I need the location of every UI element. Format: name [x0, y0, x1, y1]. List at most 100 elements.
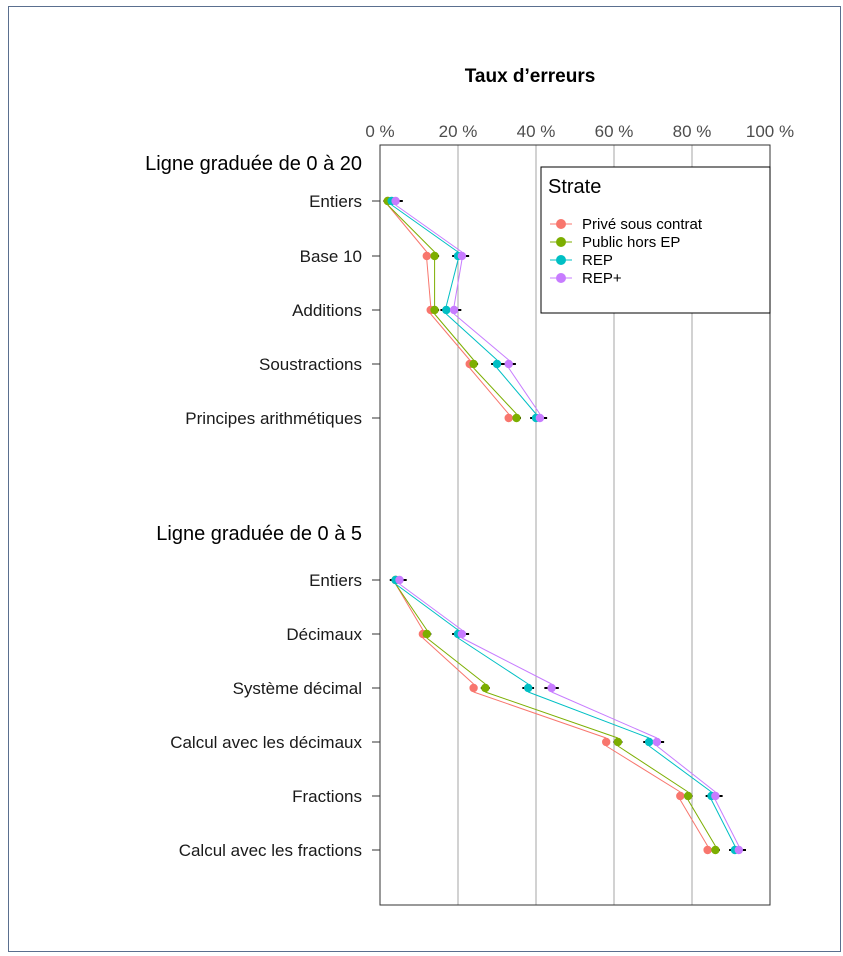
row-label: Calcul avec les décimaux — [170, 733, 362, 752]
data-point — [481, 683, 490, 693]
x-tick-label: 100 % — [746, 122, 794, 141]
data-point — [504, 413, 513, 423]
connector-line — [422, 637, 474, 685]
connector-line — [395, 583, 459, 631]
connector-line — [473, 367, 517, 415]
connector-line — [714, 799, 740, 847]
legend-key-dot — [556, 237, 566, 247]
connector-line — [551, 691, 658, 739]
legend-title: Strate — [548, 176, 601, 198]
x-tick-labels: 0 % 20 % 40 % 60 % 80 % 100 % — [365, 122, 794, 141]
data-point — [422, 251, 431, 261]
connector-line — [395, 583, 428, 631]
row-label: Système décimal — [233, 679, 362, 698]
data-point — [391, 196, 400, 206]
x-tick-label: 40 % — [517, 122, 556, 141]
connector-line — [387, 204, 435, 253]
connector-line — [434, 313, 474, 361]
row-label: Décimaux — [286, 625, 362, 644]
data-point — [430, 305, 439, 315]
connector-line — [485, 691, 619, 739]
legend-key-dot — [556, 255, 566, 265]
plot-panel — [379, 144, 771, 906]
data-point — [683, 791, 693, 801]
connector-line — [461, 637, 552, 685]
chart-title: Taux d’erreurs — [465, 66, 596, 87]
section-title: Ligne graduée de 0 à 5 — [156, 523, 362, 545]
connector-line — [605, 745, 681, 793]
connector-line — [687, 799, 716, 847]
legend-box — [540, 166, 771, 314]
connector-line — [391, 204, 459, 253]
connector-line — [445, 259, 459, 307]
data-point — [422, 629, 431, 639]
series-connectors — [387, 204, 740, 847]
connector-line — [469, 367, 510, 415]
x-tick-label: 20 % — [439, 122, 478, 141]
legend-entry: REP+ — [582, 270, 622, 287]
legend-key-dot — [556, 273, 566, 283]
data-point — [457, 251, 467, 261]
data-point — [652, 737, 662, 747]
connector-line — [473, 691, 607, 739]
data-point — [547, 683, 556, 693]
data-point — [703, 845, 712, 855]
data-point — [457, 629, 467, 639]
legend-entry: REP — [582, 252, 613, 269]
data-point — [535, 413, 545, 423]
connector-line — [656, 745, 716, 793]
x-tick-label: 60 % — [595, 122, 634, 141]
row-label: Calcul avec les fractions — [179, 841, 362, 860]
data-point — [492, 359, 502, 369]
connector-line — [617, 745, 689, 793]
connector-line — [457, 637, 529, 685]
figure-frame — [8, 6, 841, 952]
row-label: Fractions — [292, 787, 362, 806]
legend-key-dot — [556, 219, 566, 229]
connector-line — [426, 259, 432, 307]
data-point — [469, 683, 478, 693]
data-point — [524, 683, 533, 693]
data-point — [512, 413, 521, 423]
connector-line — [496, 367, 537, 415]
data-point — [449, 305, 459, 315]
data-point — [442, 305, 451, 315]
row-label: Principes arithmétiques — [185, 409, 362, 428]
data-point — [613, 737, 623, 747]
connector-line — [445, 313, 498, 361]
x-tick-label: 0 % — [365, 122, 394, 141]
row-label: Entiers — [309, 192, 362, 211]
data-point — [676, 791, 685, 801]
connector-line — [711, 799, 736, 847]
connector-line — [528, 691, 650, 739]
connector-line — [426, 637, 486, 685]
data-point — [602, 737, 611, 747]
data-point — [734, 845, 743, 855]
data-point — [711, 845, 720, 855]
data-point — [711, 791, 720, 801]
connector-line — [453, 313, 510, 361]
connector-line — [453, 259, 463, 307]
legend-entry: Public hors EP — [582, 234, 680, 251]
x-tick-label: 80 % — [673, 122, 712, 141]
connector-line — [508, 367, 541, 415]
connector-line — [648, 745, 712, 793]
data-points — [383, 196, 743, 855]
data-point — [469, 359, 478, 369]
connector-line — [399, 583, 463, 631]
connector-line — [387, 204, 428, 253]
connector-line — [430, 313, 471, 361]
row-label: Entiers — [309, 571, 362, 590]
row-label: Soustractions — [259, 355, 362, 374]
row-label: Additions — [292, 301, 362, 320]
section-title: Ligne graduée de 0 à 20 — [145, 153, 362, 175]
connector-line — [395, 204, 463, 253]
data-point — [644, 737, 654, 747]
data-point — [504, 359, 513, 369]
connector-line — [679, 799, 709, 847]
row-label: Base 10 — [300, 247, 362, 266]
data-point — [395, 575, 404, 585]
row-labels: Ligne graduée de 0 à 20 Entiers Base 10 Add… — [145, 153, 380, 860]
legend-entry: Privé sous contrat — [582, 216, 703, 233]
